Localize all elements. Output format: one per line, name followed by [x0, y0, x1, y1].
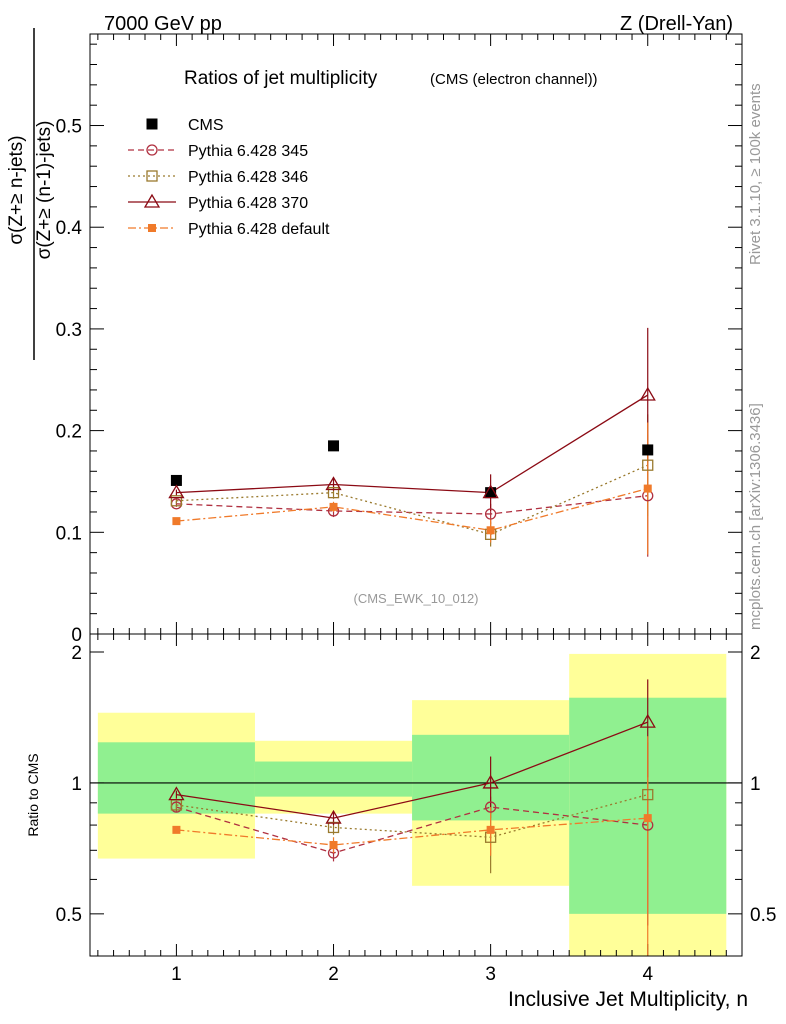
x-axis-label: Inclusive Jet Multiplicity, n: [508, 988, 748, 1011]
data-point: [482, 484, 499, 499]
x-tick-label: 3: [485, 964, 496, 985]
data-point: [170, 474, 182, 486]
y-tick-label: 0.2: [56, 422, 82, 443]
mcplots-label: mcplots.cern.ch [arXiv:1306.3436]: [747, 403, 764, 630]
ratio-data-point: [486, 825, 495, 834]
ratio-axis-ticks: [90, 634, 742, 957]
ratio-data-point: [642, 788, 654, 801]
ratio-y-tick-label-right: 1: [750, 774, 761, 795]
series-line: [176, 464, 648, 536]
ratio-uncertainty-bands: [97, 653, 727, 956]
ratio-panel: 0.5 0.5 1 1 2 2 1 2 3 4 Ratio to CMS Inclusive J…: [25, 633, 777, 1011]
legend-marker: [146, 118, 158, 130]
data-point: [329, 502, 338, 511]
legend-label: Pythia 6.428 370: [188, 195, 308, 212]
ratio-series-line: [176, 721, 648, 819]
ratio-y-tick-label-left: 0.5: [56, 905, 82, 926]
data-point: [170, 495, 183, 507]
legend: CMS Pythia 6.428 345 Pythia 6.428 346 Pythi…: [128, 117, 330, 238]
ratio-data-point: [325, 809, 342, 824]
data-point: [639, 386, 656, 401]
main-y-tick-labels: 0 0.1 0.2 0.3 0.4 0.5: [56, 117, 83, 646]
y-tick-label: 0.4: [56, 218, 83, 239]
ratio-y-axis-label: Ratio to CMS: [25, 753, 41, 836]
main-y-axis-label: σ(Z+≥ n-jets) σ(Z+≥ (n-1)-jets): [6, 28, 55, 360]
ratio-data-point: [168, 786, 185, 801]
series-line: [176, 394, 649, 494]
data-point: [325, 476, 342, 491]
ratio-data-point: [327, 821, 340, 834]
inner-band: [254, 761, 413, 797]
x-tick-label: 4: [642, 964, 653, 985]
analysis-tag: (CMS_EWK_10_012): [354, 591, 479, 606]
ratio-series-lines: [176, 721, 648, 854]
legend-label: Pythia 6.428 default: [188, 221, 330, 238]
y-tick-label: 0.5: [56, 117, 82, 138]
main-markers: [168, 386, 656, 540]
legend-label: Pythia 6.428 346: [188, 169, 308, 186]
main-error-bars: [175, 327, 649, 557]
ratio-y-tick-label-left: 1: [71, 774, 82, 795]
ratio-frame: [89, 633, 743, 957]
data-point: [327, 486, 340, 499]
ratio-data-point: [484, 801, 497, 813]
plot-subtitle: (CMS (electron channel)): [430, 71, 598, 88]
ratio-y-tick-labels: 0.5 0.5 1 1 2 2: [56, 643, 777, 926]
ratio-data-point: [172, 825, 181, 834]
ratio-y-tick-label-left: 2: [71, 643, 82, 664]
rivet-version-label: Rivet 3.1.10, ≥ 100k events: [747, 83, 764, 265]
ratio-y-tick-label-right: 2: [750, 643, 761, 664]
data-point: [642, 459, 654, 471]
data-point: [643, 484, 652, 493]
data-point: [168, 484, 185, 499]
legend-marker: [146, 170, 158, 182]
y-tick-label: 0.1: [56, 523, 82, 544]
data-point: [328, 440, 340, 452]
main-series-lines: [176, 394, 649, 536]
x-tick-labels: 1 2 3 4: [171, 964, 653, 985]
y-label-denominator: σ(Z+≥ (n-1)-jets): [34, 121, 55, 260]
ratio-series-line: [176, 817, 648, 846]
y-tick-label: 0: [71, 625, 82, 646]
y-tick-label: 0.3: [56, 320, 82, 341]
plot-title: Ratios of jet multiplicity: [184, 68, 378, 89]
legend-marker: [143, 193, 161, 208]
ratio-data-point: [639, 713, 656, 728]
legend-label: Pythia 6.428 345: [188, 143, 308, 160]
data-point: [642, 444, 654, 456]
ratio-data-point: [482, 774, 499, 789]
ratio-data-point: [643, 814, 652, 823]
header-left: 7000 GeV pp: [104, 13, 222, 35]
data-point: [484, 508, 497, 520]
legend-label: CMS: [188, 117, 224, 134]
ratio-y-tick-label-right: 0.5: [750, 905, 776, 926]
series-line: [176, 487, 648, 531]
legend-marker: [146, 144, 158, 156]
ratio-markers: [168, 713, 656, 859]
series-line: [176, 495, 648, 515]
legend-marker: [148, 224, 156, 232]
x-tick-label: 2: [328, 964, 339, 985]
ratio-series-line: [176, 806, 648, 854]
x-tick-label: 1: [171, 964, 182, 985]
main-panel: 0 0.1 0.2 0.3 0.4 0.5 Ratios of jet multiplic…: [56, 33, 743, 646]
ratio-error-bars: [175, 679, 649, 956]
y-label-numerator: σ(Z+≥ n-jets): [6, 135, 27, 244]
header-right: Z (Drell-Yan): [620, 13, 733, 35]
data-point: [172, 517, 181, 526]
data-point: [485, 487, 497, 499]
ratio-data-point: [329, 840, 338, 849]
data-point: [486, 526, 495, 535]
